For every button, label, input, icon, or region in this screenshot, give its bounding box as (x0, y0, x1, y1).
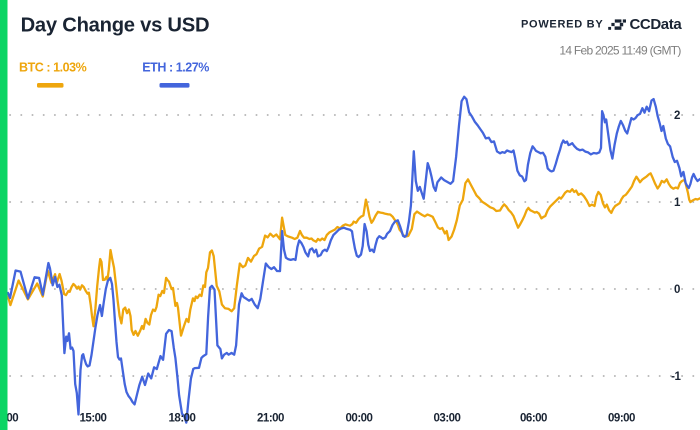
svg-text:1: 1 (674, 197, 681, 209)
svg-text:09:00: 09:00 (608, 413, 635, 425)
svg-text:21:00: 21:00 (257, 413, 284, 425)
svg-text:00:00: 00:00 (346, 413, 373, 425)
svg-text:18:00: 18:00 (169, 413, 196, 425)
svg-text:15:00: 15:00 (80, 413, 107, 425)
svg-text:14 Feb 2025 11:49 (GMT): 14 Feb 2025 11:49 (GMT) (559, 43, 681, 57)
svg-text:-1: -1 (671, 371, 681, 383)
svg-text:06:00: 06:00 (520, 413, 547, 425)
svg-text:BTC : 1.03%: BTC : 1.03% (19, 61, 87, 75)
svg-text:03:00: 03:00 (434, 413, 461, 425)
svg-text:2: 2 (674, 110, 680, 122)
svg-text:Day Change vs USD: Day Change vs USD (21, 15, 210, 37)
svg-text:CCData: CCData (630, 16, 683, 33)
svg-text:0: 0 (674, 284, 680, 296)
svg-text:ETH : 1.27%: ETH : 1.27% (142, 61, 209, 75)
svg-text:POWERED BY: POWERED BY (521, 19, 603, 31)
